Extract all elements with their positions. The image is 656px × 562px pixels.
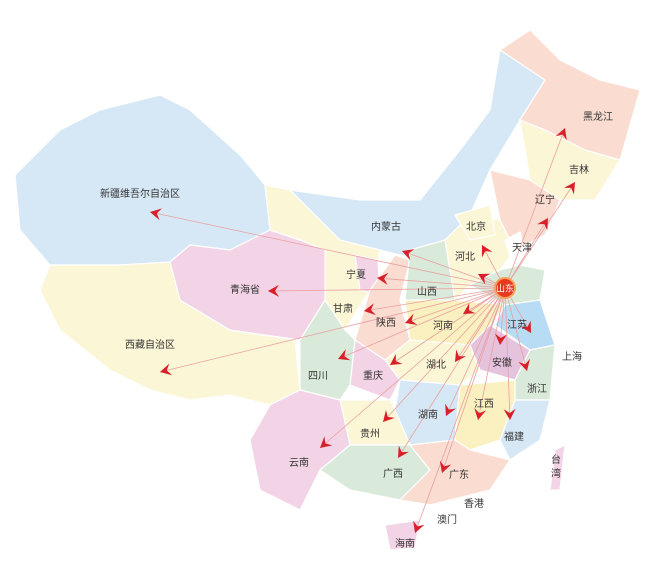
province-label-guizhou: 贵州 bbox=[360, 429, 380, 440]
province-label-jilin: 吉林 bbox=[569, 165, 589, 176]
province-label-beijing: 北京 bbox=[466, 222, 486, 233]
flow-line-guizhou bbox=[382, 287, 506, 423]
arrow-icon-jiangxi bbox=[474, 408, 487, 420]
arrow-icon-ningxia bbox=[377, 272, 389, 285]
arrow-icon-jilin bbox=[563, 182, 575, 195]
arrow-icon-hubei bbox=[455, 349, 467, 362]
flow-line-hubei bbox=[454, 287, 506, 363]
arrow-icon-guangdong bbox=[439, 460, 452, 473]
arrow-icon-guangxi bbox=[398, 445, 409, 458]
flow-line-chongqing bbox=[389, 287, 506, 366]
arrow-icon-hebei bbox=[478, 273, 491, 285]
province-label-jiangsu: 江苏 bbox=[507, 320, 527, 331]
province-label-yunnan: 云南 bbox=[289, 458, 309, 469]
flow-line-shaanxi bbox=[404, 287, 506, 324]
arrow-icon-sichuan bbox=[338, 349, 351, 361]
province-label-tianjin: 天津 bbox=[512, 243, 532, 254]
province-yunnan[interactable] bbox=[249, 389, 351, 511]
province-label-zhejiang: 浙江 bbox=[527, 384, 547, 395]
province-label-hongkong: 香港 bbox=[464, 499, 484, 510]
arrow-icon-beijing bbox=[481, 245, 493, 258]
province-label-shaanxi: 陕西 bbox=[376, 318, 396, 329]
province-xinjiang[interactable] bbox=[14, 94, 271, 266]
flow-line-yunnan bbox=[319, 287, 506, 449]
hub-marker[interactable] bbox=[494, 277, 516, 299]
flow-line-tibet bbox=[159, 287, 506, 373]
province-label-shanxi: 山西 bbox=[417, 287, 437, 298]
province-label-fujian: 福建 bbox=[504, 432, 524, 443]
province-taiwan[interactable] bbox=[549, 443, 566, 491]
flow-line-zhejiang bbox=[504, 287, 528, 372]
province-beijing[interactable] bbox=[454, 204, 496, 241]
province-label-sichuan: 四川 bbox=[308, 371, 328, 382]
province-guangdong[interactable] bbox=[398, 439, 511, 506]
arrow-icon-tibet bbox=[160, 363, 173, 376]
arrow-icon-anhui bbox=[494, 333, 507, 345]
province-label-anhui: 安徽 bbox=[492, 358, 512, 369]
flow-line-guangdong bbox=[441, 287, 506, 474]
province-label-jiangxi: 江西 bbox=[474, 399, 494, 410]
flow-line-liaoning bbox=[504, 217, 549, 289]
flow-line-qinghai bbox=[267, 287, 506, 292]
flow-line-jilin bbox=[504, 181, 576, 289]
province-label-hubei: 湖北 bbox=[426, 360, 446, 371]
arrow-icon-jiangsu bbox=[520, 320, 531, 333]
province-label-hunan: 湖南 bbox=[418, 410, 438, 421]
province-label-macau: 澳门 bbox=[437, 515, 457, 526]
arrow-icon-gansu bbox=[364, 303, 376, 316]
arrow-icon-hainan bbox=[413, 520, 425, 533]
province-label-heilongjiang: 黑龙江 bbox=[583, 112, 613, 123]
flow-line-jiangxi bbox=[477, 287, 506, 421]
arrow-icon-xinjiang bbox=[150, 208, 163, 221]
province-label-guangxi: 广西 bbox=[383, 469, 403, 480]
province-fujian[interactable] bbox=[499, 399, 551, 461]
arrow-icon-neimenggu bbox=[402, 249, 415, 261]
province-shanghai[interactable] bbox=[555, 349, 561, 356]
province-hongkong[interactable] bbox=[475, 496, 481, 501]
province-label-liaoning: 辽宁 bbox=[535, 195, 555, 206]
flow-line-hunan bbox=[445, 287, 506, 417]
flow-line-fujian bbox=[504, 287, 511, 421]
arrow-icon-yunnan bbox=[320, 436, 333, 448]
province-label-chongqing: 重庆 bbox=[363, 371, 383, 382]
arrow-icon-hunan bbox=[445, 403, 457, 416]
province-label-neimenggu: 内蒙古 bbox=[371, 222, 401, 233]
province-macau[interactable] bbox=[444, 514, 449, 519]
flow-line-heilongjiang bbox=[504, 127, 566, 289]
arrow-icon-guizhou bbox=[383, 409, 395, 422]
province-label-guangdong: 广东 bbox=[449, 470, 469, 481]
flow-line-guangxi bbox=[397, 287, 506, 459]
province-label-xinjiang: 新疆维吾尔自治区 bbox=[100, 189, 180, 200]
province-label-taiwan: 台 湾 bbox=[551, 455, 561, 480]
flow-line-gansu bbox=[363, 287, 506, 312]
flow-line-ningxia bbox=[376, 277, 506, 289]
province-label-hebei: 河北 bbox=[455, 252, 475, 263]
arrow-icon-zhejiang bbox=[518, 358, 530, 371]
arrow-icon-fujian bbox=[503, 408, 516, 420]
province-label-shanghai: 上海 bbox=[562, 352, 582, 363]
hub-label: 山东 bbox=[495, 284, 515, 295]
flow-line-sichuan bbox=[337, 287, 506, 360]
province-hainan[interactable] bbox=[384, 519, 421, 551]
flow-line-hainan bbox=[414, 287, 506, 534]
arrow-icon-chongqing bbox=[390, 353, 403, 365]
arrow-icon-henan bbox=[463, 303, 476, 314]
province-label-ningxia: 宁夏 bbox=[346, 270, 366, 281]
arrow-icon-qinghai bbox=[268, 284, 280, 297]
arrow-icon-liaoning bbox=[537, 218, 548, 231]
province-label-qinghai: 青海省 bbox=[230, 285, 260, 296]
arrow-icon-heilongjiang bbox=[555, 128, 567, 141]
arrow-icon-shaanxi bbox=[405, 313, 418, 326]
province-label-gansu: 甘肃 bbox=[333, 304, 353, 315]
flow-line-neimenggu bbox=[401, 250, 506, 289]
province-label-hainan: 海南 bbox=[395, 539, 415, 550]
flow-line-xinjiang bbox=[149, 211, 506, 289]
province-label-henan: 河南 bbox=[433, 321, 453, 332]
province-label-tibet: 西藏自治区 bbox=[125, 340, 175, 351]
province-anhui[interactable] bbox=[469, 324, 531, 381]
